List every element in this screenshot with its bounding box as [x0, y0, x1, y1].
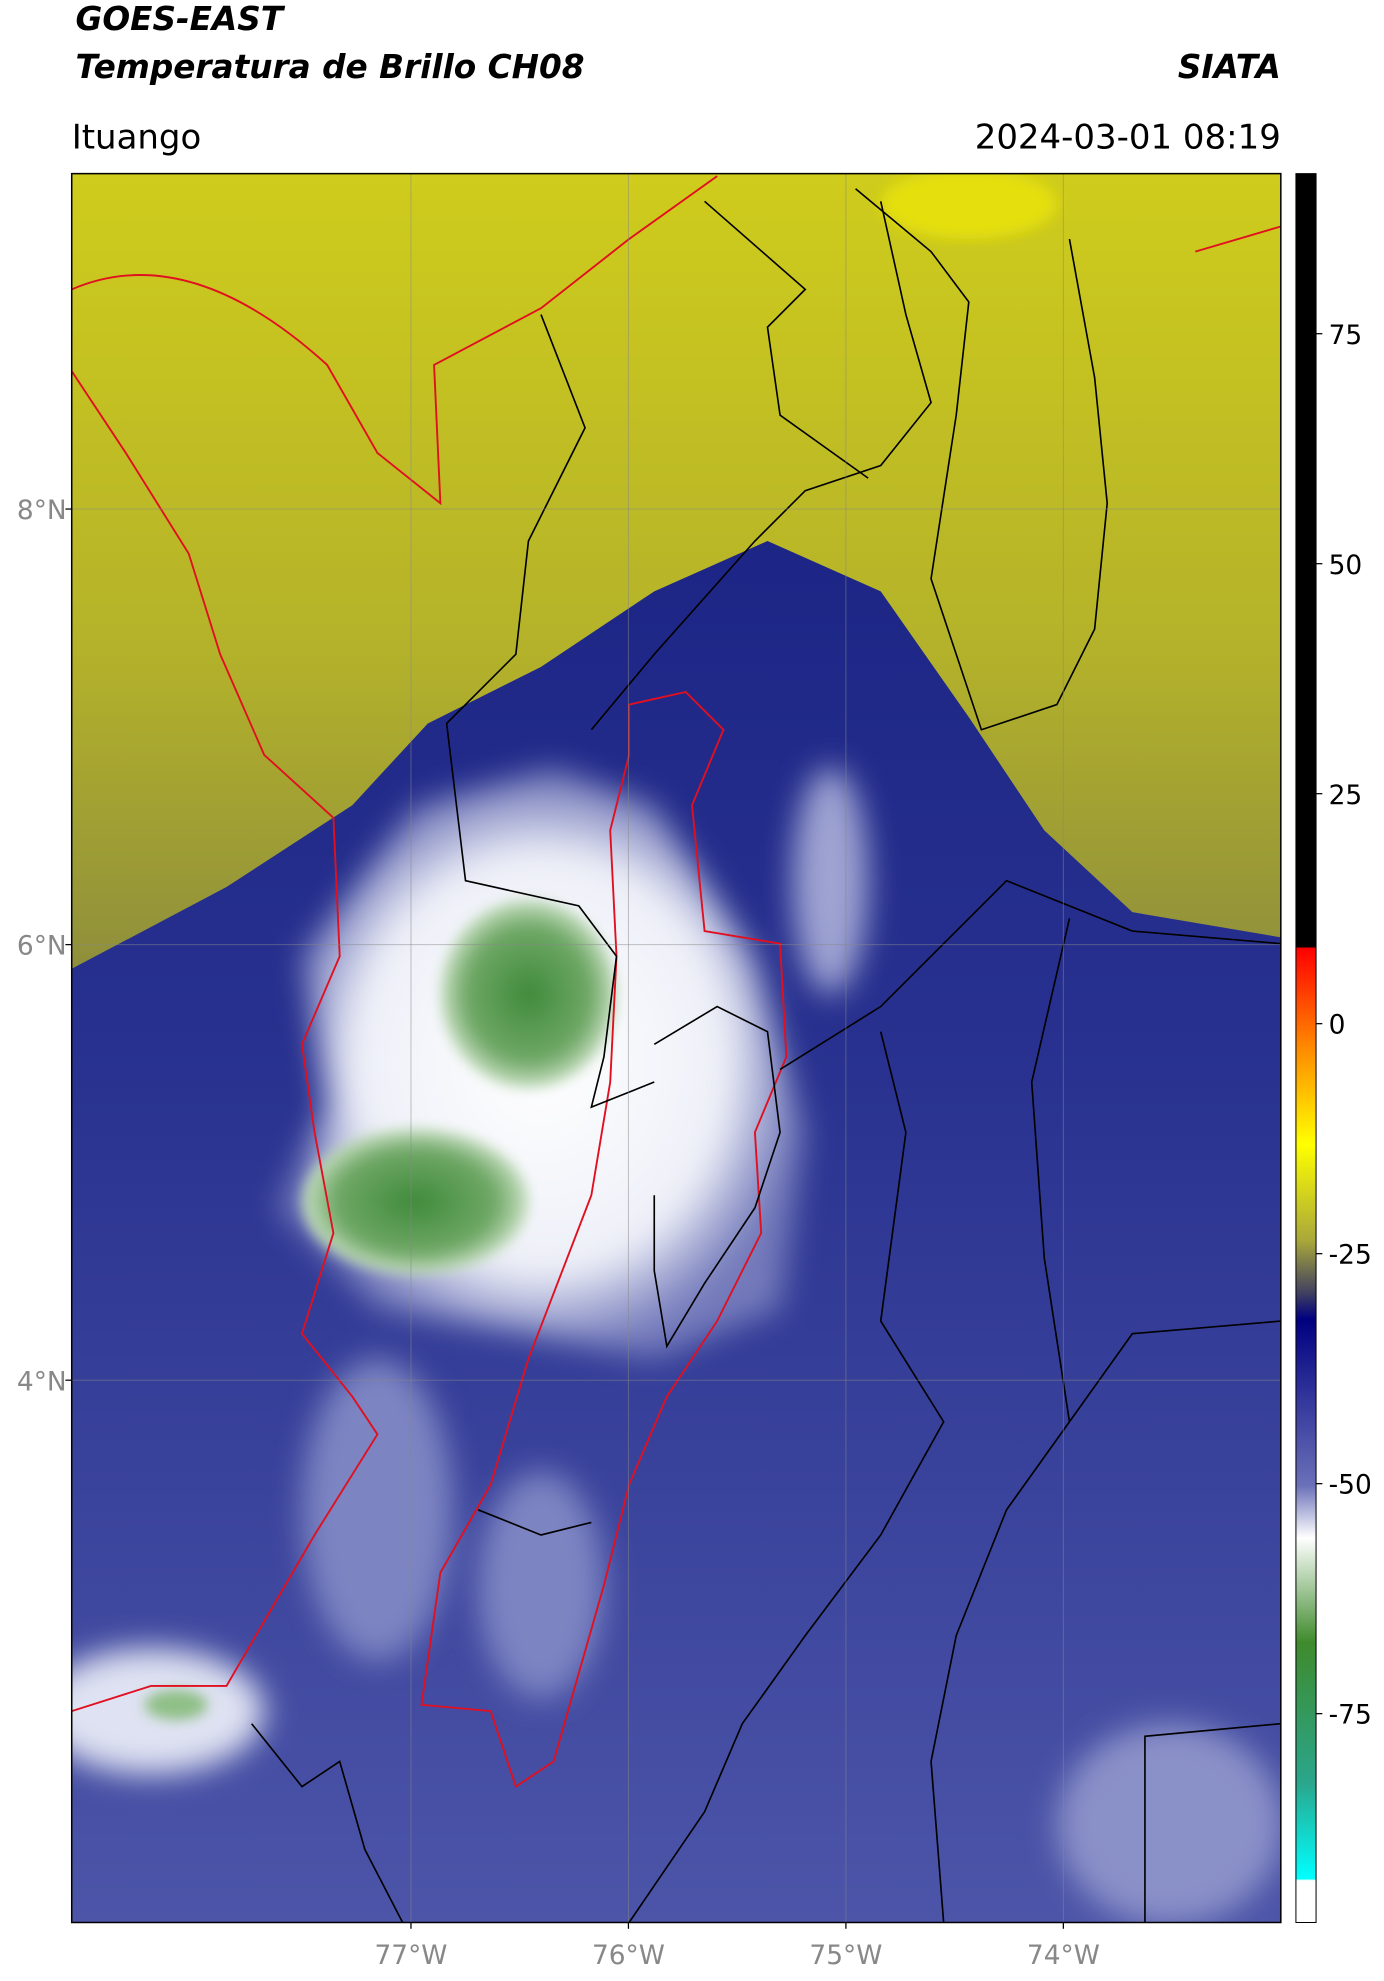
title: GOES-EAST: [75, 0, 285, 38]
x-tick-label: 77°W: [375, 1940, 448, 1971]
colorbar-tick-label: 25: [1329, 780, 1363, 811]
borders: [250, 188, 1281, 1923]
y-tick-label: 8°N: [17, 495, 67, 526]
colorbar-tick-label: 75: [1329, 320, 1363, 351]
y-tick-label: 4°N: [17, 1366, 67, 1397]
x-tick-label: 74°W: [1027, 1940, 1100, 1971]
x-tick-label: 75°W: [809, 1940, 882, 1971]
colorbar-tick-label: 0: [1329, 1010, 1346, 1041]
colorbar-tick-label: 50: [1329, 550, 1363, 581]
map-frame: [70, 172, 1282, 1924]
satellite-image: [71, 173, 1281, 1923]
y-tick-label: 6°N: [17, 931, 67, 962]
colorbar: [1295, 173, 1317, 1923]
x-tick-label: 76°W: [592, 1940, 665, 1971]
coastline: [71, 175, 1281, 1789]
timestamp: 2024-03-01 08:19: [975, 117, 1281, 157]
source: SIATA: [1178, 48, 1281, 86]
location: Ituango: [72, 117, 202, 157]
subtitle: Temperatura de Brillo CH08: [75, 48, 584, 86]
colorbar-tick-label: -75: [1329, 1700, 1372, 1731]
colorbar-tick-label: -25: [1329, 1240, 1372, 1271]
colorbar-tick-label: -50: [1329, 1470, 1372, 1501]
grid: [71, 173, 1281, 1923]
